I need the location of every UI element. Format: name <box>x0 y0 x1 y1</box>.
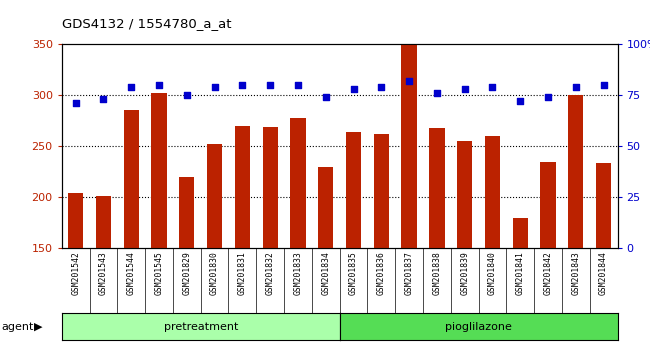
Text: pretreatment: pretreatment <box>164 321 238 332</box>
Bar <box>318 167 333 248</box>
Point <box>209 84 220 90</box>
Text: GSM201842: GSM201842 <box>543 251 552 295</box>
Point <box>515 98 525 104</box>
Bar <box>596 163 611 248</box>
Text: GSM201543: GSM201543 <box>99 251 108 295</box>
Text: GSM201545: GSM201545 <box>155 251 164 295</box>
Bar <box>513 218 528 248</box>
Bar <box>374 134 389 248</box>
Text: GSM201833: GSM201833 <box>293 251 302 295</box>
Bar <box>235 126 250 248</box>
Bar <box>124 110 139 248</box>
Text: pioglilazone: pioglilazone <box>445 321 512 332</box>
Bar <box>346 132 361 248</box>
Bar <box>68 193 83 248</box>
Bar <box>457 141 473 248</box>
Point <box>348 86 359 92</box>
Text: ▶: ▶ <box>34 321 42 332</box>
Point <box>154 82 164 88</box>
Point <box>488 84 498 90</box>
Point <box>237 82 248 88</box>
Text: GSM201542: GSM201542 <box>71 251 80 295</box>
Bar <box>207 144 222 248</box>
Text: GSM201544: GSM201544 <box>127 251 136 295</box>
Text: GSM201844: GSM201844 <box>599 251 608 295</box>
Point <box>432 90 442 96</box>
Text: GSM201841: GSM201841 <box>515 251 525 295</box>
Point <box>543 94 553 100</box>
Text: GSM201843: GSM201843 <box>571 251 580 295</box>
Bar <box>96 196 111 248</box>
Point <box>376 84 387 90</box>
Text: GSM201837: GSM201837 <box>404 251 413 295</box>
Text: GSM201831: GSM201831 <box>238 251 247 295</box>
Bar <box>485 136 500 248</box>
Point <box>571 84 581 90</box>
Point <box>599 82 609 88</box>
Text: GSM201836: GSM201836 <box>377 251 386 295</box>
Text: GSM201830: GSM201830 <box>210 251 219 295</box>
Bar <box>179 177 194 248</box>
Text: GSM201835: GSM201835 <box>349 251 358 295</box>
Point <box>404 78 414 84</box>
Text: agent: agent <box>1 321 34 332</box>
Text: GSM201832: GSM201832 <box>266 251 275 295</box>
Bar <box>151 93 166 248</box>
Point <box>181 92 192 98</box>
Point <box>70 101 81 106</box>
Text: GSM201839: GSM201839 <box>460 251 469 295</box>
Text: GSM201838: GSM201838 <box>432 251 441 295</box>
Bar <box>568 95 584 248</box>
Point <box>320 94 331 100</box>
Text: GSM201829: GSM201829 <box>182 251 191 295</box>
Text: GDS4132 / 1554780_a_at: GDS4132 / 1554780_a_at <box>62 17 231 30</box>
Bar <box>291 118 306 248</box>
Bar <box>429 128 445 248</box>
Text: GSM201840: GSM201840 <box>488 251 497 295</box>
Bar <box>263 127 278 248</box>
Text: GSM201834: GSM201834 <box>321 251 330 295</box>
Bar <box>540 162 556 248</box>
Point <box>98 96 109 102</box>
Point <box>460 86 470 92</box>
Point <box>265 82 276 88</box>
Point <box>292 82 303 88</box>
Point <box>126 84 136 90</box>
Bar <box>402 45 417 248</box>
